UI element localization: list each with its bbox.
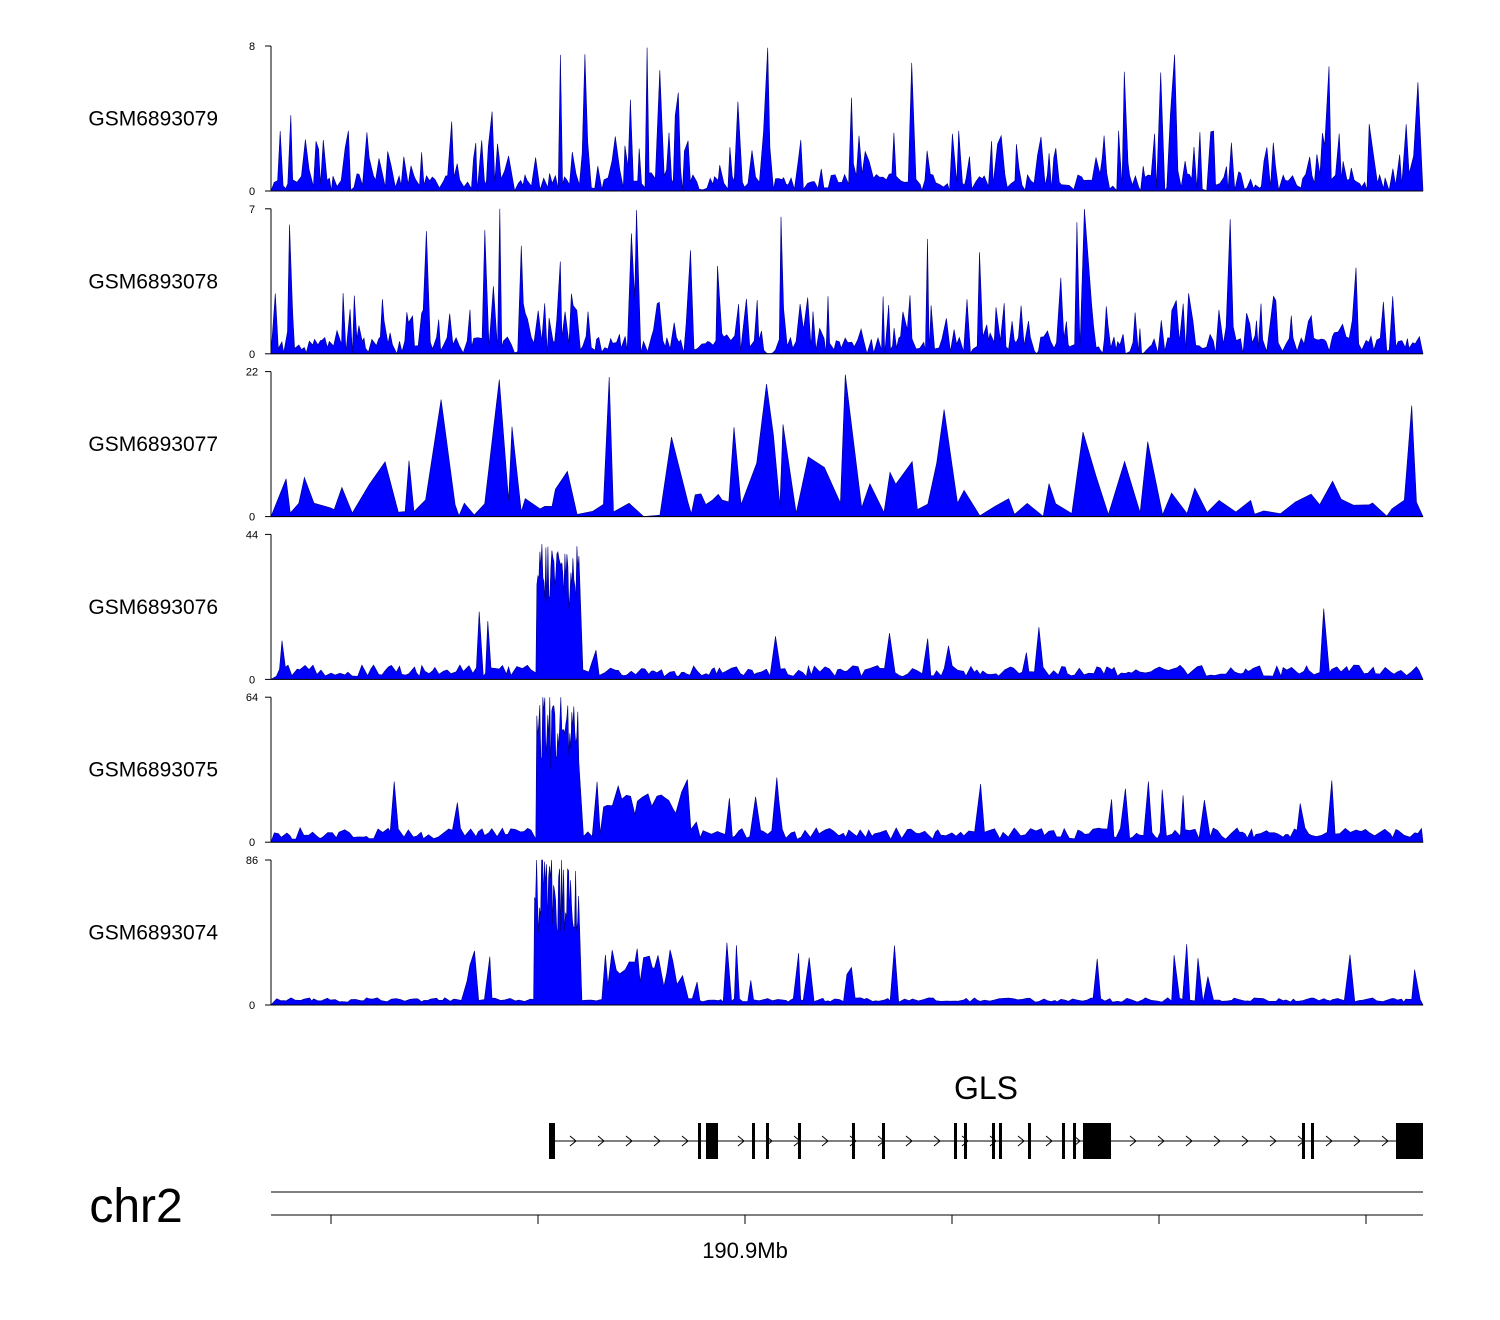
- gene-exon: [964, 1123, 967, 1159]
- strand-arrow: [1353, 1135, 1361, 1147]
- strand-arrow: [1129, 1135, 1137, 1147]
- gene-exon: [852, 1123, 855, 1159]
- strand-arrow: [1017, 1135, 1025, 1147]
- gene-exon: [752, 1123, 755, 1159]
- y-tick-label-zero: 0: [249, 186, 255, 198]
- y-tick-label-max: 86: [246, 855, 258, 867]
- genome-axis: chr2 190.9Mb: [89, 1180, 1423, 1263]
- track-GSM6893074: GSM6893074 86 0: [88, 855, 1424, 1012]
- track-label: GSM6893077: [88, 433, 218, 456]
- gene-exon: [798, 1123, 801, 1159]
- strand-arrow: [681, 1135, 689, 1147]
- gene-exon: [552, 1123, 555, 1159]
- track-label: GSM6893076: [88, 596, 218, 619]
- y-tick-label-max: 7: [249, 204, 255, 216]
- track-GSM6893076: GSM6893076 44 0: [88, 529, 1424, 686]
- track-label: GSM6893075: [88, 759, 218, 782]
- strand-arrow: [1185, 1135, 1193, 1147]
- strand-arrow: [597, 1135, 605, 1147]
- gene-exon: [1083, 1123, 1111, 1159]
- strand-arrow: [625, 1135, 633, 1147]
- coverage-signal: [270, 859, 1424, 1006]
- strand-arrow: [1325, 1135, 1333, 1147]
- coverage-signal: [270, 47, 1424, 192]
- track-label: GSM6893079: [88, 108, 218, 131]
- gene-exon: [706, 1123, 718, 1159]
- y-tick-label-max: 64: [246, 692, 258, 704]
- gene-exon: [882, 1123, 885, 1159]
- track-label: GSM6893078: [88, 270, 218, 293]
- y-tick-label-zero: 0: [249, 349, 255, 361]
- y-tick-label-zero: 0: [249, 674, 255, 686]
- strand-arrow: [821, 1135, 829, 1147]
- y-tick-label-zero: 0: [249, 837, 255, 849]
- track-GSM6893078: GSM6893078 7 0: [88, 204, 1424, 361]
- gene-exon: [999, 1123, 1002, 1159]
- coverage-signal: [270, 697, 1424, 843]
- y-tick-label-zero: 0: [249, 1000, 255, 1012]
- gene-exon-utr: [1396, 1123, 1423, 1159]
- gene-exon: [1311, 1123, 1314, 1159]
- gene-exon: [992, 1123, 995, 1159]
- strand-arrow: [1045, 1135, 1053, 1147]
- track-GSM6893075: GSM6893075 64 0: [88, 692, 1424, 849]
- chromosome-label: chr2: [89, 1180, 182, 1233]
- strand-arrow: [737, 1135, 745, 1147]
- gene-exon: [1062, 1123, 1065, 1159]
- coverage-signal: [269, 544, 1424, 680]
- strand-arrow: [905, 1135, 913, 1147]
- y-tick-label-max: 22: [246, 367, 258, 379]
- signal-tracks: GSM689307980GSM689307870GSM6893077220GSM…: [88, 41, 1424, 1012]
- strand-arrow: [653, 1135, 661, 1147]
- gene-exon: [1028, 1123, 1031, 1159]
- gene-exon: [766, 1123, 769, 1159]
- coverage-signal: [270, 208, 1424, 355]
- y-tick-label-max: 44: [246, 529, 258, 541]
- strand-arrow: [1213, 1135, 1221, 1147]
- strand-arrow: [933, 1135, 941, 1147]
- y-tick-label-max: 8: [249, 41, 255, 53]
- gene-label: GLS: [954, 1070, 1018, 1106]
- gene-exon: [1302, 1123, 1305, 1159]
- strand-arrow: [1381, 1135, 1389, 1147]
- track-GSM6893077: GSM6893077 22 0: [88, 367, 1424, 524]
- strand-arrow: [1269, 1135, 1277, 1147]
- gene-exon: [1073, 1123, 1076, 1159]
- strand-arrow: [1157, 1135, 1165, 1147]
- strand-arrow: [1241, 1135, 1249, 1147]
- coverage-signal: [270, 374, 1424, 517]
- track-label: GSM6893074: [88, 922, 218, 945]
- gene-exon: [954, 1123, 957, 1159]
- gene-exon: [549, 1123, 552, 1159]
- track-GSM6893079: GSM6893079 8 0: [88, 41, 1424, 198]
- gene-annotation: GLS: [549, 1070, 1423, 1159]
- gene-exon: [698, 1123, 701, 1159]
- y-tick-label-zero: 0: [249, 512, 255, 524]
- position-tick-label: 190.9Mb: [702, 1238, 788, 1263]
- strand-arrow: [569, 1135, 577, 1147]
